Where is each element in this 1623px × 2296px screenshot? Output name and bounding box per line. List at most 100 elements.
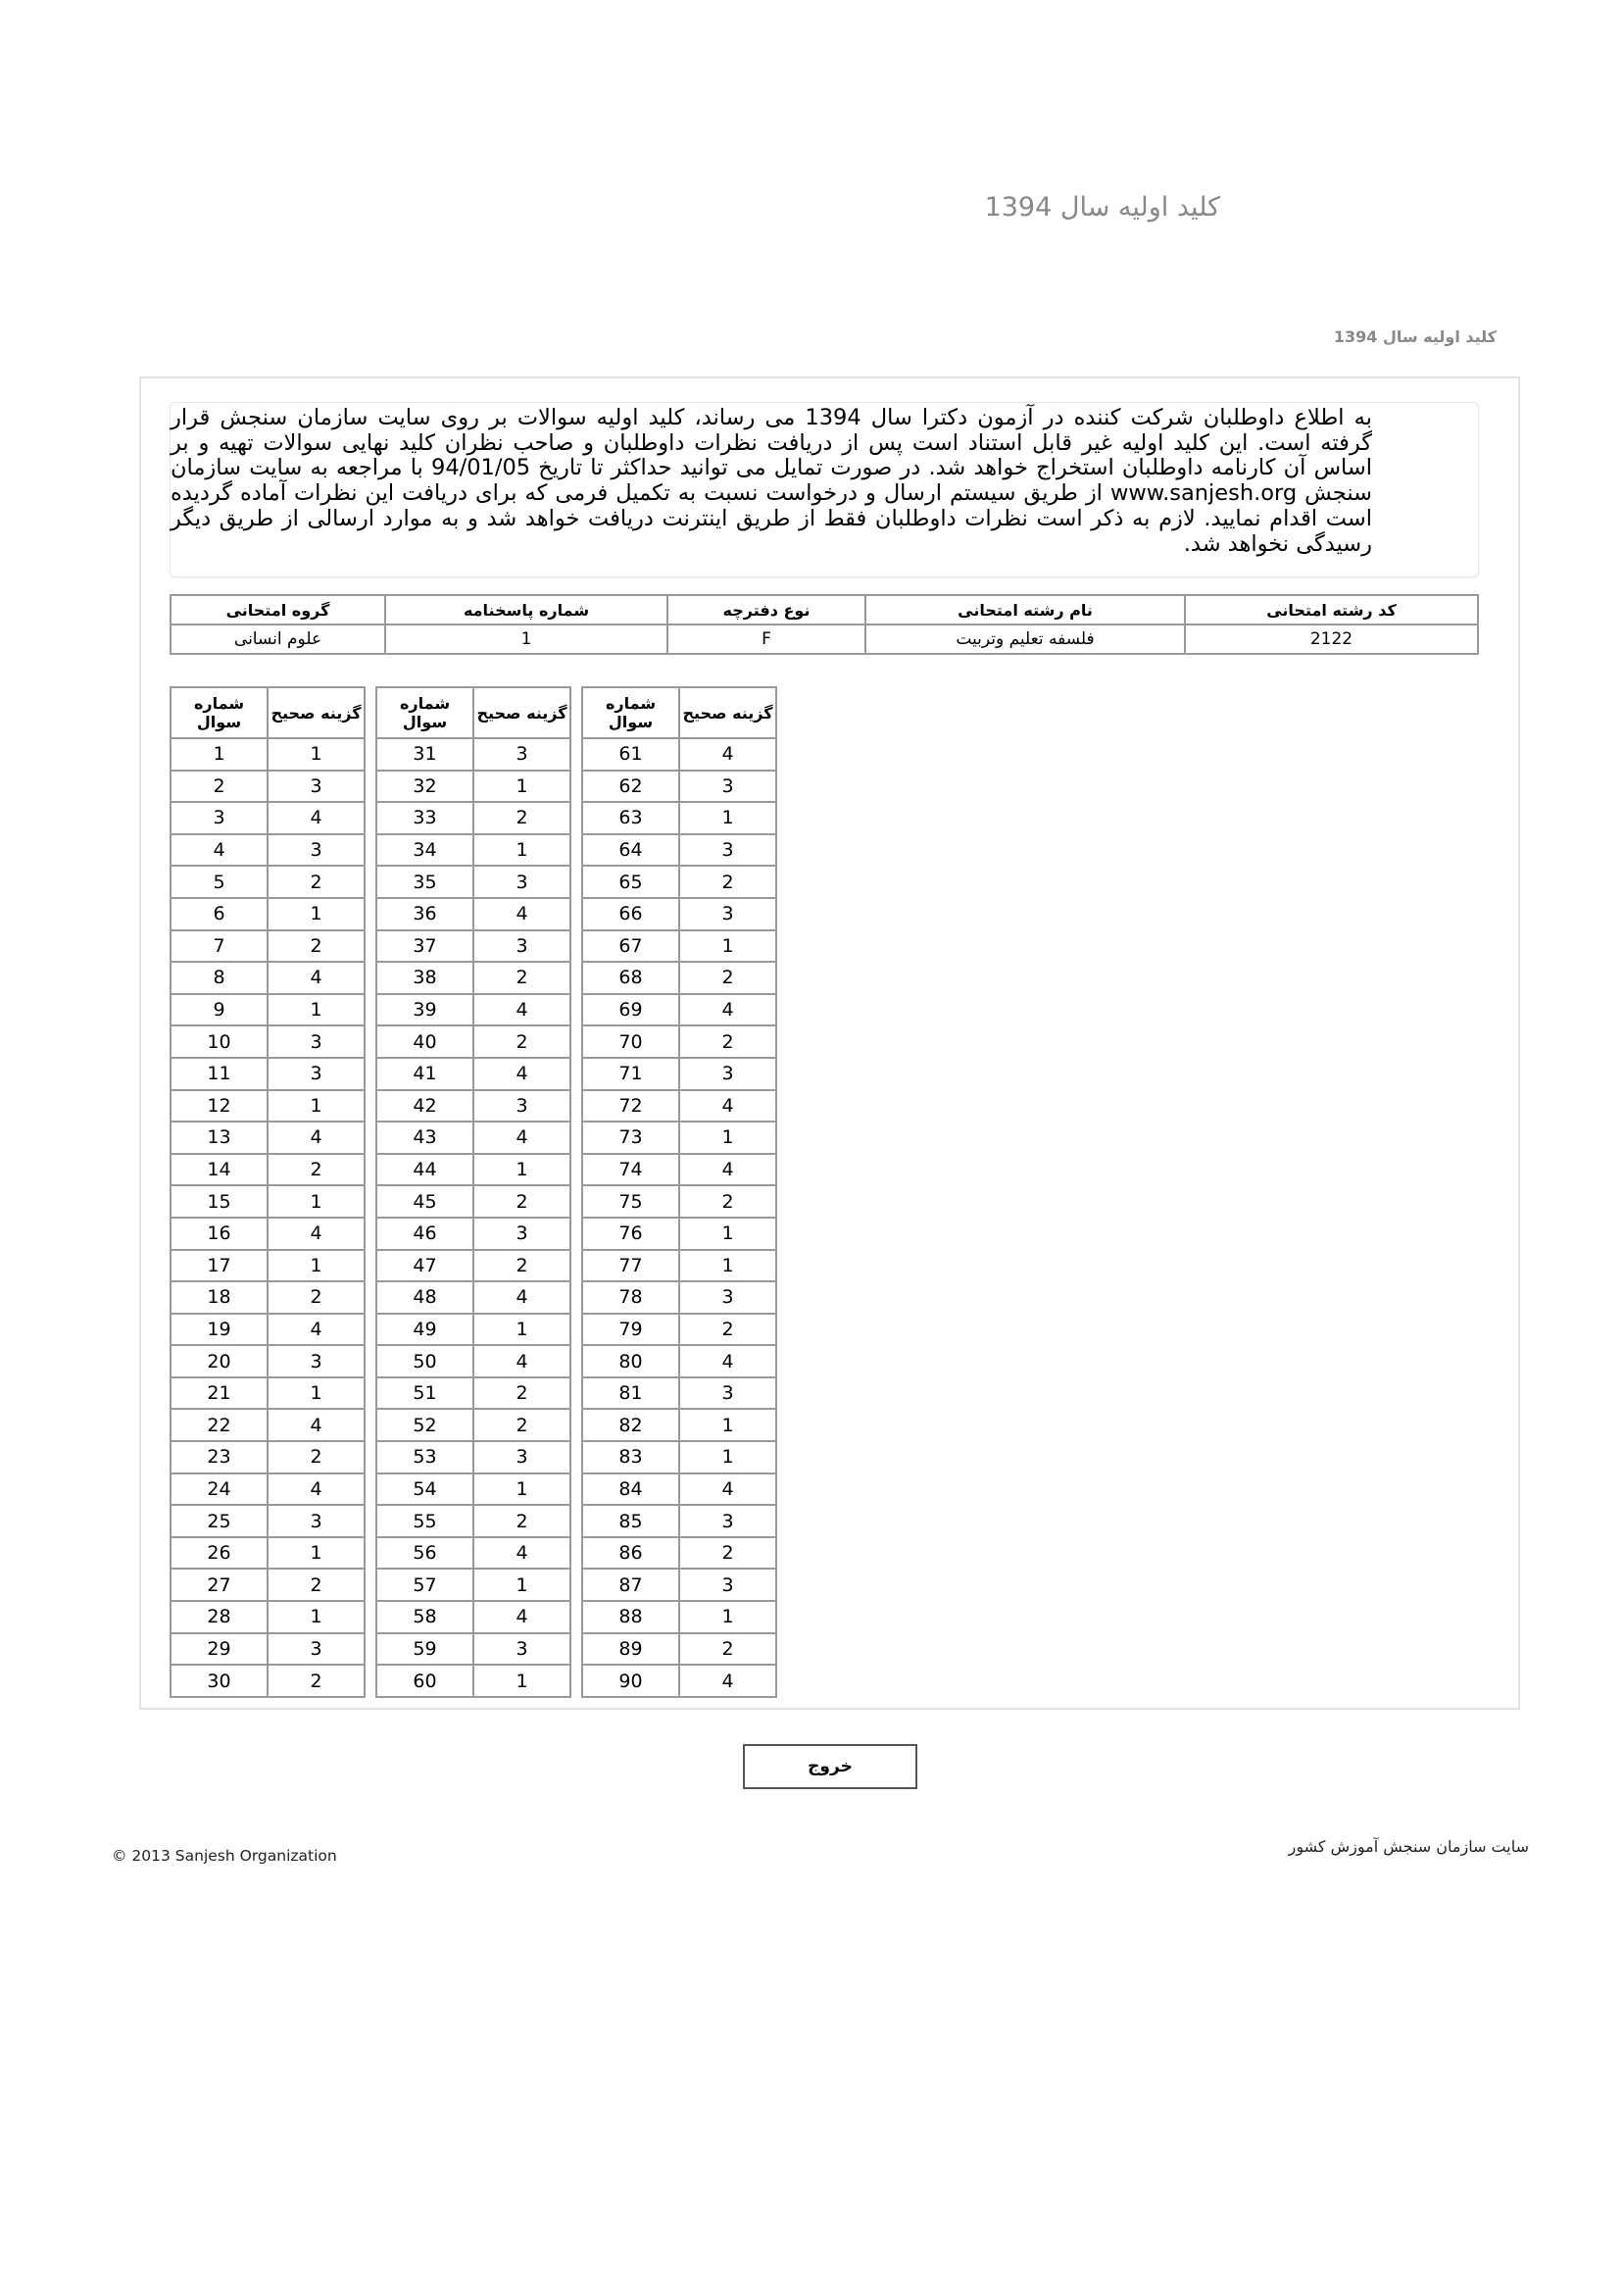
correct-answer: 4 — [267, 801, 366, 835]
question-number: 86 — [581, 1535, 680, 1571]
correct-answer: 3 — [267, 1056, 366, 1091]
answer-row: 51 2 — [375, 1375, 571, 1411]
question-number: 1 — [170, 737, 269, 772]
question-number: 33 — [375, 801, 474, 835]
correct-answer: 2 — [472, 801, 571, 835]
answer-row: 28 1 — [170, 1600, 366, 1634]
correct-answer: 1 — [678, 928, 777, 964]
question-number: 53 — [375, 1440, 474, 1474]
exit-button[interactable]: خروج — [743, 1744, 917, 1789]
correct-answer-header: گزینه صحیح — [472, 686, 571, 739]
answer-header-row: شماره سوال گزینه صحیح — [581, 686, 777, 739]
correct-answer: 3 — [267, 1504, 366, 1538]
answer-row: 76 1 — [581, 1216, 777, 1251]
answer-row: 36 4 — [375, 896, 571, 931]
notice-text: به اطلاع داوطلبان شرکت کننده در آزمون دک… — [171, 405, 1372, 557]
answer-row: 11 3 — [170, 1056, 366, 1091]
correct-answer: 2 — [678, 865, 777, 899]
question-number: 87 — [581, 1568, 680, 1603]
correct-answer: 4 — [267, 1408, 366, 1443]
question-number: 35 — [375, 865, 474, 899]
question-number: 21 — [170, 1375, 269, 1411]
header-answer-sheet-number: شماره پاسخنامه — [384, 594, 668, 625]
answer-row: 35 3 — [375, 865, 571, 899]
question-number: 76 — [581, 1216, 680, 1251]
correct-answer: 1 — [472, 1472, 571, 1507]
question-number: 90 — [581, 1664, 680, 1698]
correct-answer: 1 — [267, 1375, 366, 1411]
correct-answer: 1 — [267, 1184, 366, 1219]
correct-answer: 2 — [678, 1631, 777, 1667]
answer-row: 17 1 — [170, 1248, 366, 1283]
question-number: 77 — [581, 1248, 680, 1283]
footer-site-link[interactable]: سایت سازمان سنجش آموزش کشور — [1288, 1837, 1529, 1856]
answer-row: 77 1 — [581, 1248, 777, 1283]
answer-row: 82 1 — [581, 1408, 777, 1443]
correct-answer: 2 — [267, 1568, 366, 1603]
answer-row: 46 3 — [375, 1216, 571, 1251]
question-number: 7 — [170, 928, 269, 964]
correct-answer: 4 — [267, 1216, 366, 1251]
question-number: 88 — [581, 1600, 680, 1634]
question-number: 75 — [581, 1184, 680, 1219]
answer-row: 26 1 — [170, 1535, 366, 1571]
correct-answer: 3 — [678, 896, 777, 931]
answer-row: 73 1 — [581, 1121, 777, 1155]
answer-row: 87 3 — [581, 1568, 777, 1603]
question-number: 32 — [375, 769, 474, 804]
correct-answer: 1 — [267, 896, 366, 931]
correct-answer: 3 — [472, 1631, 571, 1667]
question-number: 11 — [170, 1056, 269, 1091]
header-field-code: کد رشته امتحانی — [1184, 594, 1479, 625]
answer-row: 74 4 — [581, 1152, 777, 1187]
answer-row: 69 4 — [581, 992, 777, 1027]
answer-row: 20 3 — [170, 1344, 366, 1378]
correct-answer: 2 — [472, 1248, 571, 1283]
correct-answer: 3 — [678, 1056, 777, 1091]
answer-row: 66 3 — [581, 896, 777, 931]
correct-answer-header: گزینه صحیح — [267, 686, 366, 739]
question-number: 36 — [375, 896, 474, 931]
answer-row: 23 2 — [170, 1440, 366, 1474]
correct-answer-header: گزینه صحیح — [678, 686, 777, 739]
correct-answer: 4 — [267, 1472, 366, 1507]
answer-header-row: شماره سوال گزینه صحیح — [375, 686, 571, 739]
question-number: 30 — [170, 1664, 269, 1698]
correct-answer: 3 — [267, 1344, 366, 1378]
question-number: 78 — [581, 1280, 680, 1315]
question-number: 46 — [375, 1216, 474, 1251]
answer-row: 25 3 — [170, 1504, 366, 1538]
correct-answer: 4 — [267, 1121, 366, 1155]
question-number: 80 — [581, 1344, 680, 1378]
question-number: 42 — [375, 1088, 474, 1123]
answer-row: 30 2 — [170, 1664, 366, 1698]
question-number: 27 — [170, 1568, 269, 1603]
answer-row: 41 4 — [375, 1056, 571, 1091]
correct-answer: 1 — [472, 1568, 571, 1603]
correct-answer: 2 — [472, 1375, 571, 1411]
header-field-name: نام رشته امتحانی — [864, 594, 1186, 625]
answer-row: 53 3 — [375, 1440, 571, 1474]
correct-answer: 4 — [678, 992, 777, 1027]
question-number: 65 — [581, 865, 680, 899]
question-number: 67 — [581, 928, 680, 964]
answer-row: 63 1 — [581, 801, 777, 835]
correct-answer: 2 — [472, 1408, 571, 1443]
answer-row: 47 2 — [375, 1248, 571, 1283]
correct-answer: 3 — [472, 865, 571, 899]
answer-row: 14 2 — [170, 1152, 366, 1187]
question-number: 24 — [170, 1472, 269, 1507]
question-number: 81 — [581, 1375, 680, 1411]
question-number: 62 — [581, 769, 680, 804]
question-number-header: شماره سوال — [170, 686, 269, 739]
answer-header-row: شماره سوال گزینه صحیح — [170, 686, 366, 739]
answer-row: 13 4 — [170, 1121, 366, 1155]
question-number: 58 — [375, 1600, 474, 1634]
question-number: 40 — [375, 1024, 474, 1059]
correct-answer: 4 — [678, 1664, 777, 1698]
correct-answer: 4 — [678, 1472, 777, 1507]
